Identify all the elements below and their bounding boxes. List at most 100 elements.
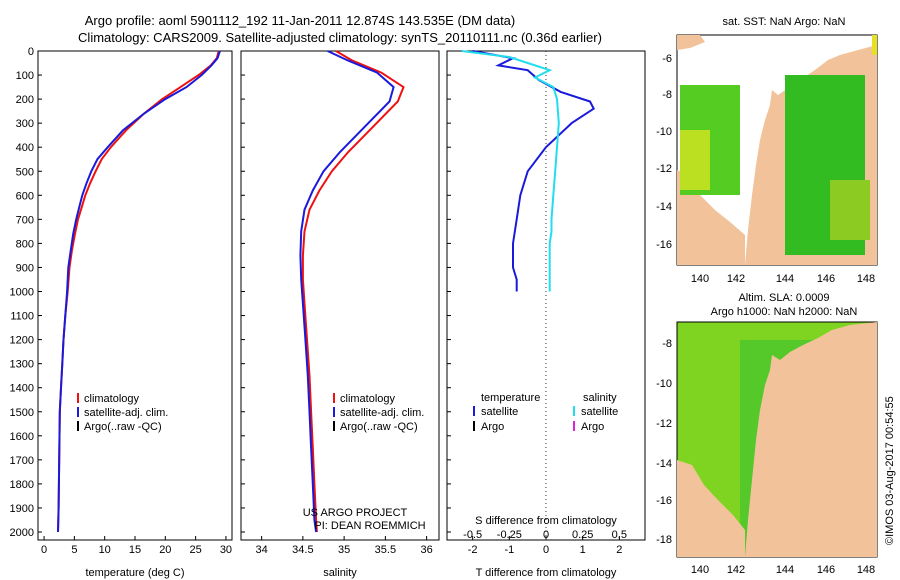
difference-series-1	[461, 50, 560, 292]
salinity-xtick-label: 34	[256, 544, 268, 556]
sst-xtick-142: 142	[727, 273, 745, 285]
depth-tick-label: 2000	[10, 527, 34, 539]
sla-ytick-18: -18	[656, 534, 672, 546]
temperature-legend-label: climatology	[84, 393, 140, 405]
depth-tick-label: 500	[16, 166, 34, 178]
salinity-diff-tick-label: -0.5	[463, 529, 482, 541]
sla-map-title-2: Argo h1000: NaN h2000: NaN	[711, 306, 858, 318]
sst-ytick-16: -16	[656, 239, 672, 251]
project-annotation: US ARGO PROJECT	[303, 507, 408, 519]
depth-tick-label: 1600	[10, 431, 34, 443]
temperature-series-0	[57, 50, 220, 533]
salinity-series-1	[299, 50, 395, 533]
salinity-legend-label: Argo(..raw -QC)	[340, 421, 418, 433]
depth-tick-label: 1000	[10, 287, 34, 299]
legend-salinity-header: salinity	[583, 392, 617, 404]
difference-series-0	[472, 50, 596, 292]
salinity-frame	[240, 50, 440, 541]
sst-land-north	[677, 35, 705, 50]
depth-tick-label: 600	[16, 190, 34, 202]
depth-tick-label: 400	[16, 142, 34, 154]
temperature-xtick-label: 15	[129, 544, 141, 556]
legend-temperature-header: temperature	[481, 392, 540, 404]
temperature-legend-label: satellite-adj. clim.	[84, 407, 168, 419]
temperature-xlabel: temperature (deg C)	[85, 567, 184, 579]
sla-map-title-1: Altim. SLA: 0.0009	[738, 292, 829, 304]
sst-xtick-146: 146	[817, 273, 835, 285]
temperature-xtick-label: 0	[41, 544, 47, 556]
sla-ytick-10: -10	[656, 378, 672, 390]
depth-tick-label: 1300	[10, 359, 34, 371]
salinity-xtick-label: 35	[338, 544, 350, 556]
depth-tick-label: 1200	[10, 335, 34, 347]
temperature-xtick-label: 20	[159, 544, 171, 556]
header-title-line1: Argo profile: aoml 5901112_192 11-Jan-20…	[85, 13, 516, 28]
salinity-xtick-label: 35.5	[375, 544, 396, 556]
sla-xtick-146: 146	[817, 564, 835, 576]
salinity-diff-tick-label: -0.25	[497, 529, 522, 541]
salinity-diff-tick-label: 0.5	[612, 529, 627, 541]
salinity-diff-tick-label: 0.25	[572, 529, 593, 541]
salinity-series-0	[301, 50, 405, 533]
sla-xtick-148: 148	[857, 564, 875, 576]
salinity-xtick-label: 36	[421, 544, 433, 556]
temperature-xtick-label: 10	[99, 544, 111, 556]
sla-land-west	[677, 460, 745, 557]
sst-xtick-148: 148	[857, 273, 875, 285]
difference-xtick-label: 2	[616, 544, 622, 556]
legend-sal-satellite-label: satellite	[581, 406, 618, 418]
sla-xtick-144: 144	[776, 564, 794, 576]
sla-land-australia	[745, 322, 877, 557]
legend-temp-argo-label: Argo	[481, 421, 504, 433]
temperature-xtick-label: 25	[190, 544, 202, 556]
depth-tick-label: 1800	[10, 479, 34, 491]
difference-xlabel: T difference from climatology	[476, 567, 617, 579]
depth-tick-label: 300	[16, 118, 34, 130]
sla-ytick-16: -16	[656, 495, 672, 507]
difference-legend: temperature salinity satellite Argo sate…	[473, 392, 618, 433]
temperature-xtick-label: 30	[220, 544, 232, 556]
depth-tick-label: 0	[28, 46, 34, 58]
depth-tick-label: 1500	[10, 407, 34, 419]
legend-temp-satellite-label: satellite	[481, 406, 518, 418]
sst-xtick-144: 144	[776, 273, 794, 285]
depth-tick-label: 1100	[10, 311, 34, 323]
salinity-legend-label: satellite-adj. clim.	[340, 407, 424, 419]
sst-ytick-10: -10	[656, 126, 672, 138]
sla-ytick-14: -14	[656, 458, 672, 470]
sla-xtick-142: 142	[727, 564, 745, 576]
salinity-diff-tick-label: 0	[543, 529, 549, 541]
depth-tick-label: 700	[16, 214, 34, 226]
temperature-panel: 0 5 10 15 20 25 30 temperature (deg C) 0 100 200 30…	[10, 46, 233, 579]
depth-tick-label: 100	[16, 70, 34, 82]
salinity-diff-xlabel: S difference from climatology	[475, 515, 617, 527]
sla-map: 140 142 144 146 148 -8 -10 -12 -14 -16 -…	[656, 321, 878, 576]
salinity-xtick-label: 34.5	[292, 544, 313, 556]
depth-tick-label: 1400	[10, 383, 34, 395]
sst-map-title: sat. SST: NaN Argo: NaN	[723, 16, 846, 28]
sst-ocean-patch-corner	[872, 35, 877, 55]
legend-sal-argo-label: Argo	[581, 421, 604, 433]
salinity-xlabel: salinity	[323, 567, 357, 579]
imos-credit: ©IMOS 03-Aug-2017 00:54:55	[884, 396, 896, 545]
sst-ocean-patch-warm	[830, 180, 870, 240]
header-title-line2: Climatology: CARS2009. Satellite-adjuste…	[78, 30, 602, 45]
salinity-panel: 34 34.5 35 35.5 36 salinity climatology satelli…	[240, 50, 440, 579]
difference-xtick-label: -2	[468, 544, 478, 556]
sst-ocean-patch-yellow	[680, 130, 710, 190]
sst-ytick-8: -8	[662, 89, 672, 101]
difference-panel: -2 -1 0 1 2 T difference from climatology -0.5…	[446, 50, 646, 579]
sla-ytick-8: -8	[662, 338, 672, 350]
depth-tick-label: 800	[16, 238, 34, 250]
depth-tick-label: 900	[16, 262, 34, 274]
temperature-series-1	[57, 50, 221, 533]
sst-ytick-12: -12	[656, 163, 672, 175]
depth-tick-label: 1700	[10, 455, 34, 467]
difference-xtick-label: -1	[504, 544, 514, 556]
salinity-legend-label: climatology	[340, 393, 396, 405]
sst-ytick-6: -6	[662, 53, 672, 65]
depth-tick-label: 1900	[10, 503, 34, 515]
sst-ytick-14: -14	[656, 201, 672, 213]
sst-xtick-140: 140	[691, 273, 709, 285]
